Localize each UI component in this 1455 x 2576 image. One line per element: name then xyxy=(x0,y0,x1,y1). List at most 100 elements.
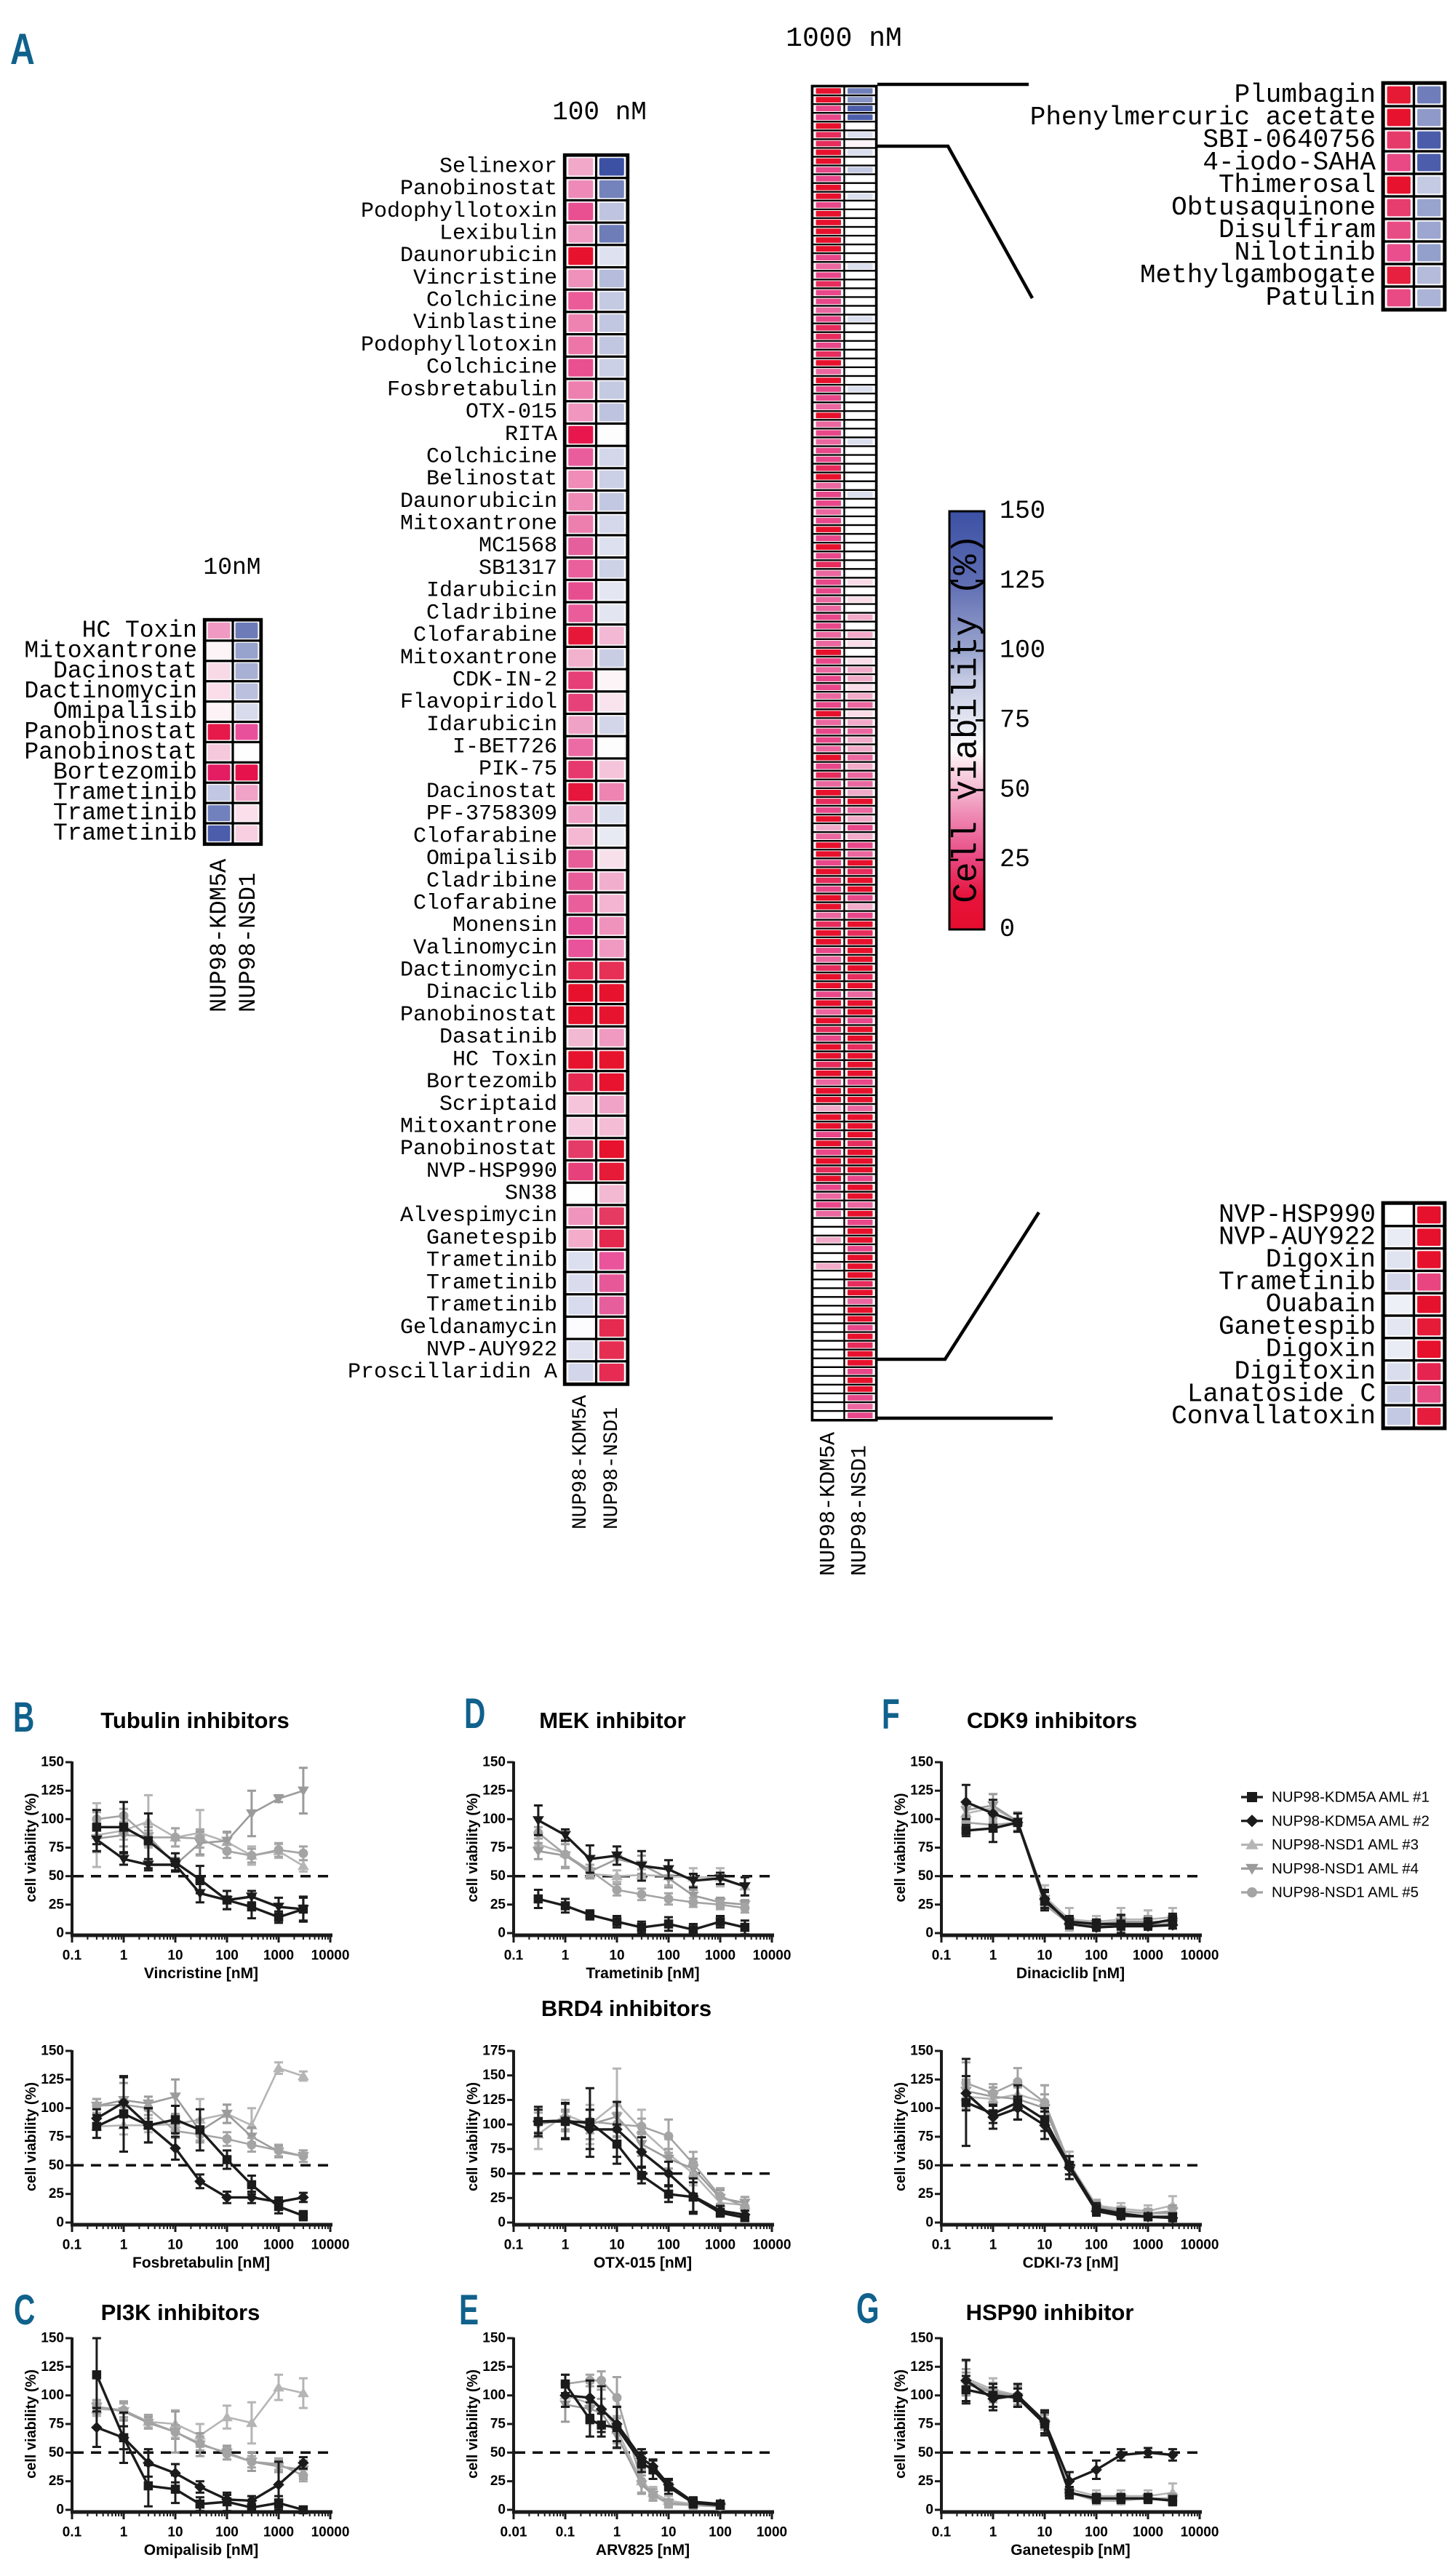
svg-text:10000: 10000 xyxy=(311,2238,350,2253)
svg-text:100: 100 xyxy=(910,1812,933,1827)
svg-text:NUP98-NSD1: NUP98-NSD1 xyxy=(601,1407,623,1529)
svg-text:cell viability (%): cell viability (%) xyxy=(465,2369,481,2479)
svg-text:NUP98-KDM5A: NUP98-KDM5A xyxy=(206,858,233,1012)
svg-text:SN38: SN38 xyxy=(505,1182,557,1207)
svg-text:Dasatinib: Dasatinib xyxy=(439,1025,557,1050)
svg-text:125: 125 xyxy=(482,1783,506,1799)
svg-text:CDK-IN-2: CDK-IN-2 xyxy=(453,668,557,692)
svg-text:1000: 1000 xyxy=(263,1948,294,1964)
svg-text:50: 50 xyxy=(490,1868,506,1884)
svg-text:Lanatoside C: Lanatoside C xyxy=(1187,1379,1376,1409)
svg-text:1000: 1000 xyxy=(263,2525,294,2540)
svg-text:100: 100 xyxy=(1085,2238,1108,2253)
svg-text:100: 100 xyxy=(41,2100,64,2116)
svg-text:NUP98-KDM5A: NUP98-KDM5A xyxy=(817,1432,842,1576)
svg-text:NVP-HSP990: NVP-HSP990 xyxy=(426,1159,557,1184)
svg-text:1000: 1000 xyxy=(705,1948,736,1964)
svg-text:0: 0 xyxy=(498,1926,506,1941)
svg-text:25: 25 xyxy=(490,1897,506,1912)
svg-text:Omipalisib [nM]: Omipalisib [nM] xyxy=(144,2542,259,2559)
svg-text:10: 10 xyxy=(661,2525,676,2540)
svg-text:0: 0 xyxy=(56,2503,64,2518)
svg-text:Cladribine: Cladribine xyxy=(426,869,557,894)
svg-text:100: 100 xyxy=(1085,2525,1108,2540)
svg-text:G: G xyxy=(856,2285,880,2332)
svg-text:F: F xyxy=(882,1691,900,1738)
svg-text:25: 25 xyxy=(918,2473,934,2489)
svg-text:150: 150 xyxy=(482,2068,506,2083)
svg-text:150: 150 xyxy=(910,1755,933,1770)
svg-text:Colchicine: Colchicine xyxy=(426,356,557,380)
svg-text:1: 1 xyxy=(562,2238,570,2253)
svg-text:10: 10 xyxy=(167,1948,183,1964)
svg-text:Vinblastine: Vinblastine xyxy=(413,311,557,335)
svg-text:10000: 10000 xyxy=(1181,1948,1219,1964)
svg-text:Daunorubicin: Daunorubicin xyxy=(400,489,557,514)
svg-text:75: 75 xyxy=(490,1840,506,1855)
svg-text:Mitoxantrone: Mitoxantrone xyxy=(400,512,557,537)
svg-text:Idarubicin: Idarubicin xyxy=(426,579,557,604)
svg-text:1000 nM: 1000 nM xyxy=(786,23,902,55)
svg-text:NVP-AUY922: NVP-AUY922 xyxy=(1219,1223,1376,1252)
svg-text:cell viability (%): cell viability (%) xyxy=(23,1793,39,1902)
svg-text:Dinaciclib: Dinaciclib xyxy=(426,980,557,1005)
svg-text:Trametinib: Trametinib xyxy=(53,800,197,827)
svg-text:Ganetespib: Ganetespib xyxy=(426,1226,557,1251)
svg-text:BRD4 inhibitors: BRD4 inhibitors xyxy=(541,1996,711,2021)
svg-text:100: 100 xyxy=(709,2525,732,2540)
svg-text:Cell viability (%): Cell viability (%) xyxy=(949,534,987,903)
svg-text:Trametinib: Trametinib xyxy=(426,1249,557,1273)
svg-text:CDKI-73 [nM]: CDKI-73 [nM] xyxy=(1023,2255,1119,2271)
svg-text:Valinomycin: Valinomycin xyxy=(413,936,557,961)
svg-text:Mitoxantrone: Mitoxantrone xyxy=(400,646,557,671)
svg-text:Colchicine: Colchicine xyxy=(426,445,557,470)
svg-text:100: 100 xyxy=(910,2388,933,2403)
svg-text:Panobinostat: Panobinostat xyxy=(24,739,197,766)
svg-text:0: 0 xyxy=(925,1926,933,1941)
svg-text:Trametinib: Trametinib xyxy=(53,780,197,807)
svg-text:125: 125 xyxy=(910,1783,933,1799)
svg-text:NVP-AUY922: NVP-AUY922 xyxy=(426,1338,557,1363)
svg-text:50: 50 xyxy=(490,2166,506,2181)
svg-text:Ganetespib: Ganetespib xyxy=(1219,1312,1376,1342)
svg-text:125: 125 xyxy=(41,2072,64,2087)
svg-text:1: 1 xyxy=(120,1948,128,1964)
svg-text:100: 100 xyxy=(1085,1948,1108,1964)
svg-text:50: 50 xyxy=(49,2158,64,2173)
svg-text:10: 10 xyxy=(1037,2525,1052,2540)
svg-text:0: 0 xyxy=(1000,915,1015,944)
svg-text:Digoxin: Digoxin xyxy=(1266,1245,1376,1275)
svg-text:25: 25 xyxy=(490,2473,506,2489)
svg-text:75: 75 xyxy=(49,1840,65,1855)
svg-text:Bortezomib: Bortezomib xyxy=(426,1070,557,1095)
svg-text:150: 150 xyxy=(41,1755,64,1770)
svg-text:10: 10 xyxy=(1037,2238,1052,2253)
svg-text:10000: 10000 xyxy=(311,1948,350,1964)
svg-text:125: 125 xyxy=(41,1783,64,1799)
svg-text:25: 25 xyxy=(918,1897,934,1912)
svg-text:Flavopiridol: Flavopiridol xyxy=(400,690,557,715)
svg-text:50: 50 xyxy=(918,2445,933,2460)
svg-text:10: 10 xyxy=(609,1948,624,1964)
svg-text:50: 50 xyxy=(49,2445,64,2460)
svg-text:B: B xyxy=(13,1694,34,1741)
svg-text:Dinaciclib [nM]: Dinaciclib [nM] xyxy=(1016,1965,1125,1982)
svg-text:100: 100 xyxy=(482,2117,506,2132)
svg-text:100: 100 xyxy=(41,2388,64,2403)
svg-text:OTX-015: OTX-015 xyxy=(466,400,557,425)
svg-text:Colchicine: Colchicine xyxy=(426,289,557,313)
svg-text:Plumbagin: Plumbagin xyxy=(1235,80,1376,110)
svg-text:0.1: 0.1 xyxy=(63,2238,82,2253)
svg-text:HC Toxin: HC Toxin xyxy=(82,617,197,644)
svg-text:25: 25 xyxy=(918,2186,934,2201)
svg-text:cell viability (%): cell viability (%) xyxy=(893,2082,909,2191)
svg-text:Disulfiram: Disulfiram xyxy=(1219,215,1376,245)
svg-text:10: 10 xyxy=(167,2525,183,2540)
svg-text:Phenylmercuric acetate: Phenylmercuric acetate xyxy=(1030,103,1376,132)
svg-text:A: A xyxy=(10,25,35,73)
svg-text:150: 150 xyxy=(910,2331,933,2346)
svg-text:125: 125 xyxy=(910,2072,933,2087)
svg-text:175: 175 xyxy=(482,2044,506,2059)
svg-text:Geldanamycin: Geldanamycin xyxy=(400,1316,557,1340)
svg-text:D: D xyxy=(464,1690,485,1737)
